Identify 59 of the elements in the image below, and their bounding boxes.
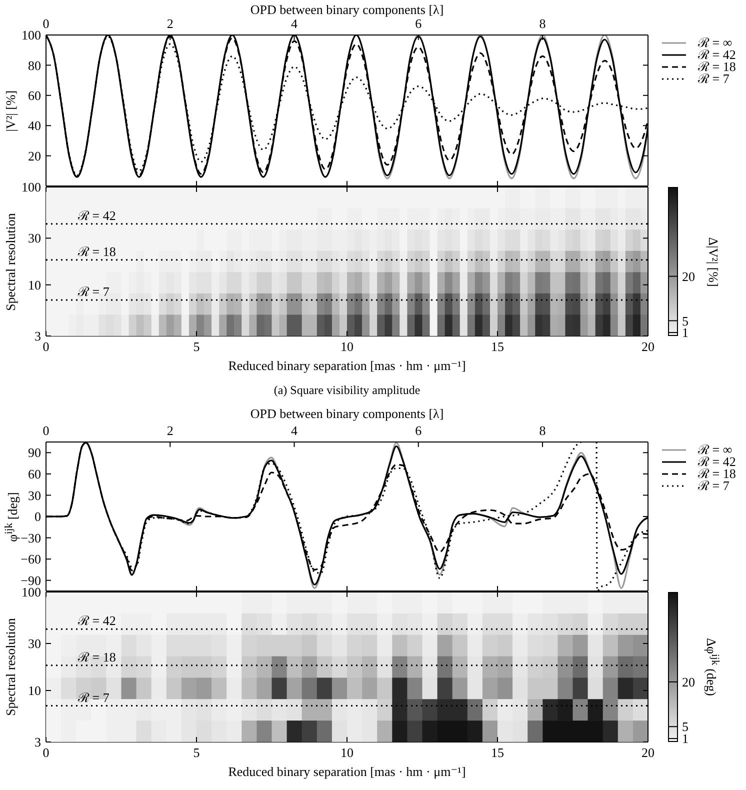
text: (a) Square visibility amplitude — [272, 382, 422, 398]
color-bar-label: 20 — [682, 268, 695, 284]
legend-label: ℛ = 18 — [698, 59, 736, 74]
y-tick-label: 100 — [22, 180, 41, 195]
x2-tick-label: 8 — [539, 16, 546, 31]
legend-label: ℛ = ∞ — [698, 35, 732, 50]
x2-tick-label: 4 — [290, 16, 298, 31]
y-tick-label: 30 — [28, 230, 41, 246]
x-tick-label: 20 — [642, 339, 654, 354]
ref-line-label: ℛ = 7 — [77, 284, 110, 299]
y-tick-label: 100 — [22, 28, 41, 43]
x-tick-label: 20 — [642, 745, 654, 760]
x-tick-label: 15 — [491, 745, 504, 760]
x-axis-title: Reduced binary separation [mas · hm · μm⁻¹] — [227, 358, 467, 374]
y-tick-label: 10 — [28, 277, 41, 292]
y-tick-label: −30 — [20, 530, 41, 546]
y-tick-label: 3 — [34, 328, 41, 344]
color-bar-title: Δ|V²| [%] — [705, 236, 721, 286]
legend-label: ℛ = ∞ — [698, 442, 732, 457]
y-tick-label: 0 — [34, 509, 41, 524]
legend-label: ℛ = 7 — [698, 478, 730, 493]
y-axis-title: Spectral resolution — [3, 618, 19, 716]
x2-tick-label: 2 — [166, 16, 174, 31]
x2-tick-label: 6 — [415, 423, 422, 438]
ref-line-label: ℛ = 7 — [77, 690, 110, 705]
y-tick-label: 60 — [28, 466, 41, 482]
ref-line-label: ℛ = 42 — [77, 613, 116, 628]
x-axis-title: Reduced binary separation [mas · hm · μm⁻¹] — [227, 764, 467, 780]
y-tick-label: 10 — [28, 683, 41, 698]
legend-label: ℛ = 42 — [698, 454, 736, 469]
x2-tick-label: 2 — [166, 423, 174, 438]
x-tick-label: 10 — [340, 339, 354, 354]
x-tick-label: 5 — [193, 339, 200, 354]
x2-tick-label: 8 — [539, 423, 546, 438]
y-axis-title: |V²| [%] — [3, 90, 19, 132]
ref-line-label: ℛ = 18 — [77, 244, 116, 259]
x-tick-label: 15 — [491, 339, 504, 354]
legend-label: ℛ = 42 — [698, 47, 736, 62]
x-tick-label: 10 — [340, 745, 354, 760]
x2-axis-title: OPD between binary components [λ] — [250, 2, 444, 17]
y-tick-label: 60 — [28, 88, 41, 103]
y-tick-label: −60 — [20, 552, 41, 567]
y-tick-label: 80 — [28, 58, 41, 73]
y-tick-label: 20 — [28, 148, 41, 164]
ref-line-label: ℛ = 42 — [77, 208, 116, 223]
ref-line-label: ℛ = 18 — [77, 649, 116, 664]
y-tick-label: 40 — [28, 118, 41, 134]
y-tick-label: 30 — [28, 488, 41, 503]
legend-label: ℛ = 7 — [698, 71, 730, 86]
y-tick-label: 90 — [28, 445, 41, 460]
y-axis-title: Spectral resolution — [3, 212, 19, 310]
y-tick-label: 30 — [28, 636, 41, 652]
x2-tick-label: 4 — [290, 423, 298, 438]
color-bar-label: 20 — [682, 674, 695, 690]
y-tick-label: 3 — [34, 734, 41, 750]
x2-axis-title: OPD between binary components [λ] — [249, 406, 445, 422]
legend-label: ℛ = 18 — [698, 466, 736, 481]
x2-tick-label: 6 — [415, 16, 422, 31]
x-tick-label: 5 — [193, 745, 200, 760]
